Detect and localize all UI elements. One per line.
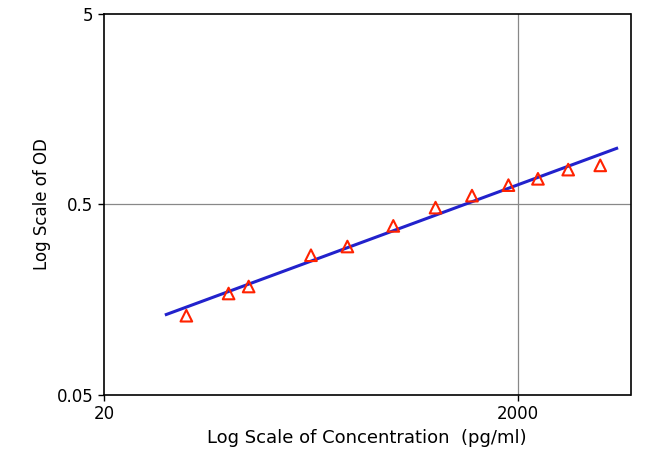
Point (224, 290, 234, 297)
X-axis label: Log Scale of Concentration  (pg/ml): Log Scale of Concentration (pg/ml) (207, 429, 527, 447)
Point (244, 283, 254, 290)
Point (503, 181, 514, 189)
Point (306, 252, 316, 259)
Point (430, 204, 441, 211)
Point (533, 175, 543, 183)
Point (595, 162, 605, 169)
Point (388, 222, 398, 230)
Point (467, 192, 477, 199)
Y-axis label: Log Scale of OD: Log Scale of OD (33, 138, 51, 270)
Point (342, 243, 352, 250)
Point (181, 312, 192, 319)
Point (563, 166, 573, 174)
